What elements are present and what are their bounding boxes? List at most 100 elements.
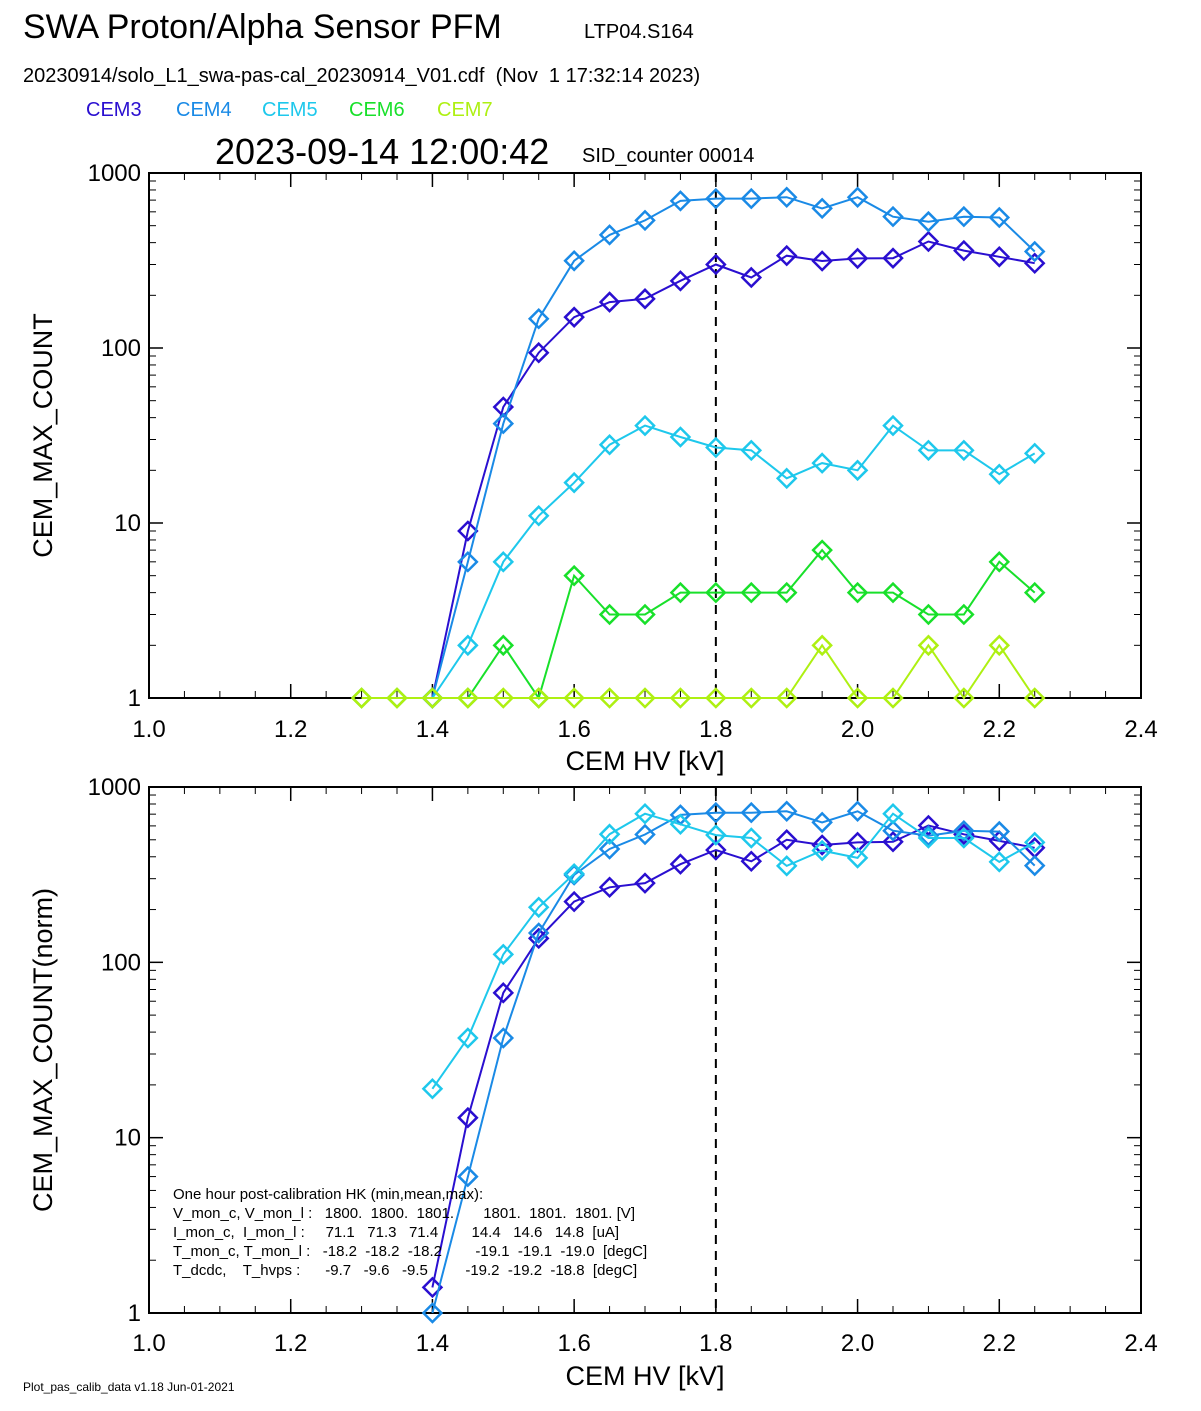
data-point-cem3 [669, 270, 692, 292]
data-point-cem5 [669, 813, 692, 836]
footer-version: Plot_pas_calib_data v1.18 Jun-01-2021 [23, 1380, 235, 1394]
series-line-cem5 [431, 424, 1036, 699]
y-tick-label: 100 [101, 949, 141, 976]
data-point-cem5 [846, 459, 869, 482]
data-point-cem7 [492, 687, 515, 709]
data-point-cem4 [492, 412, 515, 435]
data-point-cem3 [457, 520, 479, 542]
data-point-cem3 [917, 814, 940, 837]
y-tick-label: 1 [128, 1300, 141, 1327]
data-point-cem6 [740, 581, 763, 604]
x-tick-label: 2.0 [841, 716, 874, 743]
data-point-cem7 [811, 634, 833, 657]
data-point-cem7 [740, 687, 763, 709]
data-point-cem7 [705, 687, 727, 709]
data-point-cem3 [1023, 252, 1046, 275]
data-point-cem7 [634, 687, 656, 709]
y-tick-label: 10 [114, 1125, 141, 1152]
data-point-cem3 [846, 831, 869, 854]
y-axis-label: CEM_MAX_COUNT [28, 313, 58, 558]
data-point-cem3 [705, 839, 727, 861]
data-point-cem7 [421, 687, 444, 709]
data-point-cem5 [953, 439, 975, 462]
y-axis-label: CEM_MAX_COUNT(norm) [28, 888, 58, 1212]
data-point-cem3 [988, 246, 1011, 268]
series-line-cem3 [431, 240, 1035, 699]
data-point-cem4 [1023, 240, 1046, 263]
data-point-cem6 [1023, 581, 1046, 604]
x-tick-label: 1.6 [557, 716, 590, 743]
data-point-cem5 [775, 467, 798, 490]
data-point-cem7 [598, 687, 621, 709]
x-tick-label: 1.4 [416, 1330, 449, 1357]
data-point-cem3 [1023, 837, 1046, 859]
data-point-cem4 [457, 1165, 479, 1188]
data-point-cem7 [846, 687, 869, 709]
data-point-cem4 [811, 811, 833, 834]
data-point-cem4 [882, 819, 904, 842]
x-tick-label: 2.4 [1124, 1330, 1157, 1357]
data-point-cem5 [669, 426, 692, 448]
chart-panel-1: 1.0 1.2 1.4 1.6 1.8 2.0 2.2 2.4 1 10 100 1000 CEM HV… [28, 160, 1158, 776]
data-point-cem4 [988, 206, 1011, 229]
data-point-cem3 [563, 306, 585, 328]
data-point-cem3 [669, 853, 692, 875]
data-point-cem6 [953, 603, 975, 626]
data-point-cem4 [846, 186, 869, 208]
hk-annotation-line: T_mon_c, T_mon_l : -18.2 -18.2 -18.2 -19… [173, 1243, 647, 1260]
data-point-cem4 [527, 922, 550, 944]
series-line-cem5 [431, 812, 1036, 1090]
data-point-cem4 [775, 800, 798, 823]
data-point-cem4 [563, 250, 585, 272]
data-point-cem5 [740, 827, 763, 849]
data-point-cem3 [492, 982, 515, 1004]
data-point-cem7 [882, 687, 904, 709]
timestamp: 2023-09-14 12:00:42 [215, 131, 550, 172]
legend-item-cem7: CEM7 [437, 99, 493, 121]
data-point-cem5 [705, 824, 727, 846]
data-point-cem5 [882, 802, 904, 825]
data-point-cem3 [775, 244, 798, 267]
data-point-cem7 [669, 687, 692, 709]
data-point-cem3 [598, 876, 621, 899]
legend-item-cem6: CEM6 [349, 99, 405, 121]
hk-annotation-line: V_mon_c, V_mon_l : 1800. 1800. 1801. 180… [173, 1205, 635, 1222]
data-point-cem6 [882, 581, 904, 604]
hk-annotation-line: T_dcdc, T_hvps : -9.7 -9.6 -9.5 -19.2 -1… [173, 1262, 637, 1279]
data-point-cem4 [634, 823, 656, 846]
data-point-cem5 [563, 862, 585, 885]
data-point-cem7 [457, 687, 479, 709]
y-tick-label: 1000 [88, 774, 141, 801]
data-point-cem5 [457, 634, 479, 657]
data-point-cem4 [740, 187, 763, 210]
data-point-cem6 [988, 551, 1011, 573]
data-point-cem5 [917, 439, 940, 462]
x-tick-label: 1.4 [416, 716, 449, 743]
data-point-cem4 [917, 210, 940, 233]
data-point-cem4 [598, 838, 621, 860]
data-point-cem4 [846, 800, 869, 823]
data-point-cem5 [563, 471, 585, 494]
data-point-cem5 [953, 827, 975, 849]
data-point-cem6 [705, 581, 727, 604]
data-point-cem3 [527, 341, 550, 364]
data-point-cem7 [953, 687, 975, 709]
file-line: 20230914/solo_L1_swa-pas-cal_20230914_V0… [23, 65, 701, 87]
data-point-cem5 [988, 463, 1011, 485]
data-point-cem4 [669, 190, 692, 212]
data-point-cem6 [846, 581, 869, 604]
series-line-cem6 [361, 548, 1036, 701]
y-tick-label: 1000 [88, 160, 141, 187]
data-point-cem5 [634, 802, 656, 825]
data-point-cem6 [917, 603, 940, 626]
data-point-cem4 [634, 209, 656, 232]
x-tick-label: 1.2 [274, 716, 307, 743]
data-point-cem4 [775, 186, 798, 208]
data-point-cem5 [846, 847, 869, 869]
data-point-cem7 [1023, 687, 1046, 709]
data-point-cem5 [527, 896, 550, 919]
data-point-cem5 [527, 504, 550, 527]
x-tick-label: 1.8 [699, 1330, 732, 1357]
data-point-cem3 [882, 831, 904, 853]
data-point-cem6 [634, 603, 656, 626]
